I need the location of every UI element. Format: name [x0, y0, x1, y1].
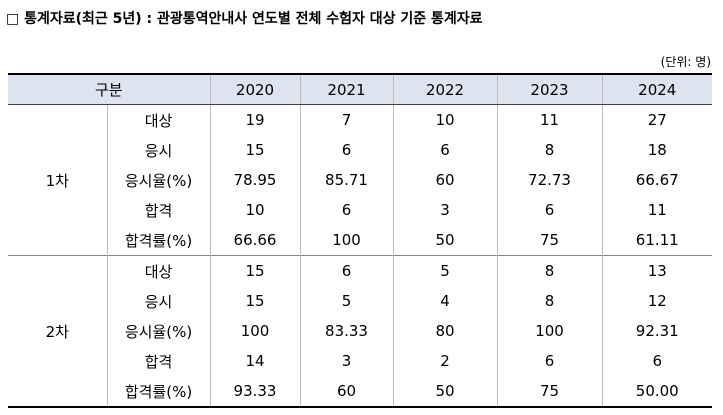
cell: 15: [209, 135, 301, 165]
cell: 6: [299, 255, 394, 286]
cell: 83.33: [299, 316, 394, 346]
table-body: 1차 대상 19 7 10 11 27 응시 15 6 6 8 18 응시율(%) 78.95 85.71 60…: [8, 104, 713, 408]
column-header: 2022: [392, 73, 498, 105]
table-row: 합격 14 3 2 6 6: [8, 346, 713, 376]
cell: 6: [601, 346, 713, 376]
cell: 50: [392, 225, 498, 256]
cell: 14: [209, 346, 301, 376]
cell: 27: [601, 104, 713, 135]
cell: 60: [299, 376, 394, 408]
cell: 92.31: [601, 316, 713, 346]
row-label: 대상: [106, 255, 211, 286]
column-header: 2020: [209, 73, 301, 105]
cell: 15: [209, 286, 301, 316]
table-row: 합격 10 6 3 6 11: [8, 195, 713, 225]
table-row: 응시율(%) 100 83.33 80 100 92.31: [8, 316, 713, 346]
cell: 18: [601, 135, 713, 165]
cell: 75: [496, 376, 603, 408]
cell: 4: [392, 286, 498, 316]
title: □ 통계자료(최근 5년) : 관광통역안내사 연도별 전체 수험자 대상 기준…: [6, 11, 483, 27]
cell: 6: [496, 195, 603, 225]
row-label: 응시율(%): [107, 165, 211, 195]
row-label: 응시: [107, 286, 211, 316]
column-header: 2023: [496, 73, 603, 105]
cell: 19: [209, 104, 301, 135]
row-label: 합격률(%): [107, 376, 211, 408]
cell: 93.33: [209, 376, 301, 408]
cell: 11: [496, 104, 603, 135]
cell: 8: [496, 286, 603, 316]
header-row: 구분 2020 2021 2022 2023 2024: [8, 73, 713, 105]
table-row: 응시 15 5 4 8 12: [8, 286, 713, 316]
cell: 8: [496, 255, 603, 286]
cell: 6: [496, 346, 603, 376]
column-header: 2024: [601, 73, 713, 105]
cell: 5: [392, 255, 498, 286]
cell: 3: [392, 195, 498, 225]
cell: 15: [209, 255, 301, 286]
group-label: 2차: [8, 255, 108, 408]
row-label: 응시율(%): [107, 316, 211, 346]
cell: 13: [601, 255, 713, 286]
cell: 10: [209, 195, 301, 225]
cell: 8: [496, 135, 603, 165]
cell: 12: [601, 286, 713, 316]
table-row: 응시 15 6 6 8 18: [8, 135, 713, 165]
table-row: 합격률(%) 93.33 60 50 75 50.00: [8, 376, 713, 408]
cell: 100: [299, 225, 394, 256]
unit-label: (단위: 명): [660, 55, 711, 69]
cell: 7: [299, 104, 394, 135]
row-label: 합격: [107, 195, 211, 225]
table-row: 1차 대상 19 7 10 11 27: [8, 104, 713, 256]
table-row: 2차 대상 15 6 5 8 13: [8, 255, 713, 408]
cell: 80: [392, 316, 498, 346]
cell: 50.00: [601, 376, 713, 408]
row-label: 합격률(%): [107, 225, 211, 256]
cell: 11: [601, 195, 713, 225]
row-label: 응시: [107, 135, 211, 165]
cell: 50: [392, 376, 498, 408]
row-label: 대상: [106, 104, 211, 135]
stats-table: 구분 2020 2021 2022 2023 2024 1차 대상 19 7 10 11 27 응시 15…: [8, 73, 713, 408]
column-header: 2021: [299, 73, 394, 105]
cell: 66.66: [209, 225, 301, 256]
table-row: 합격률(%) 66.66 100 50 75 61.11: [8, 225, 713, 256]
cell: 85.71: [299, 165, 394, 195]
cell: 100: [496, 316, 603, 346]
cell: 10: [392, 104, 498, 135]
cell: 66.67: [601, 165, 713, 195]
cell: 6: [299, 135, 394, 165]
cell: 75: [496, 225, 603, 256]
cell: 61.11: [601, 225, 713, 256]
table-row: 응시율(%) 78.95 85.71 60 72.73 66.67: [8, 165, 713, 195]
column-header: 구분: [8, 73, 211, 105]
cell: 6: [299, 195, 394, 225]
cell: 72.73: [496, 165, 603, 195]
cell: 2: [392, 346, 498, 376]
cell: 6: [392, 135, 498, 165]
cell: 100: [209, 316, 301, 346]
group-label: 1차: [8, 104, 108, 256]
cell: 3: [299, 346, 394, 376]
row-label: 합격: [107, 346, 211, 376]
cell: 60: [392, 165, 498, 195]
cell: 78.95: [209, 165, 301, 195]
cell: 5: [299, 286, 394, 316]
